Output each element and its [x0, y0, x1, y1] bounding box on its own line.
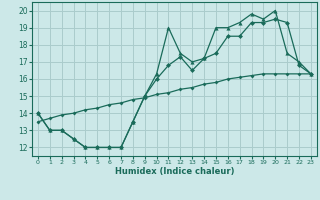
X-axis label: Humidex (Indice chaleur): Humidex (Indice chaleur): [115, 167, 234, 176]
